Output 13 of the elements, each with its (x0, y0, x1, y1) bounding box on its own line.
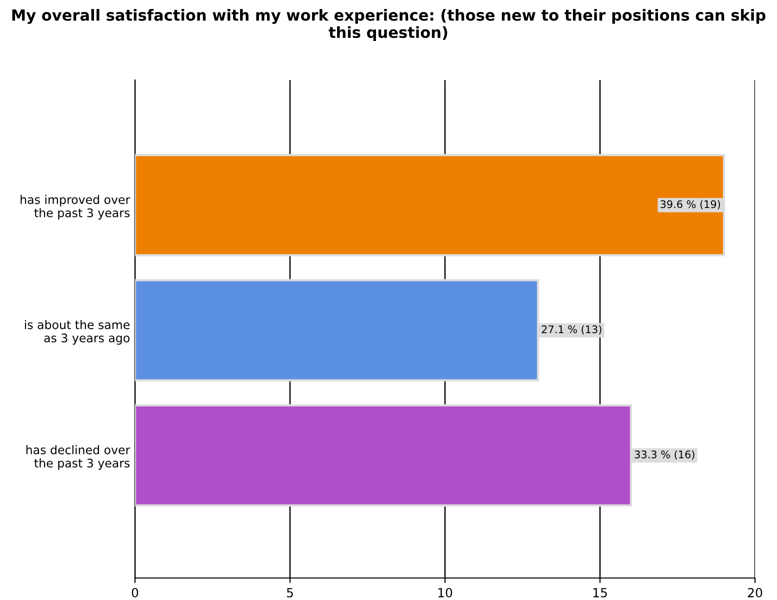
x-tick-label: 10 (438, 588, 452, 598)
x-tick-label: 15 (593, 588, 607, 598)
data-label: 33.3 % (16) (634, 450, 694, 460)
data-label: 27.1 % (13) (542, 325, 602, 334)
x-tick-label: 5 (286, 588, 293, 598)
x-tick-label: 20 (748, 588, 762, 598)
x-tick-label: 0 (132, 588, 138, 598)
y-tick-label: has improved over the past 3 years (20, 194, 130, 220)
y-tick-label: is about the same as 3 years ago (24, 320, 130, 345)
y-tick-label: has declined over the past 3 years (26, 445, 130, 470)
chart-title: My overall satisfaction with my work experience: (those new to their positions can skip this question) (12, 9, 766, 42)
data-label: 39.6 % (19) (660, 200, 720, 210)
bar (135, 154, 726, 256)
